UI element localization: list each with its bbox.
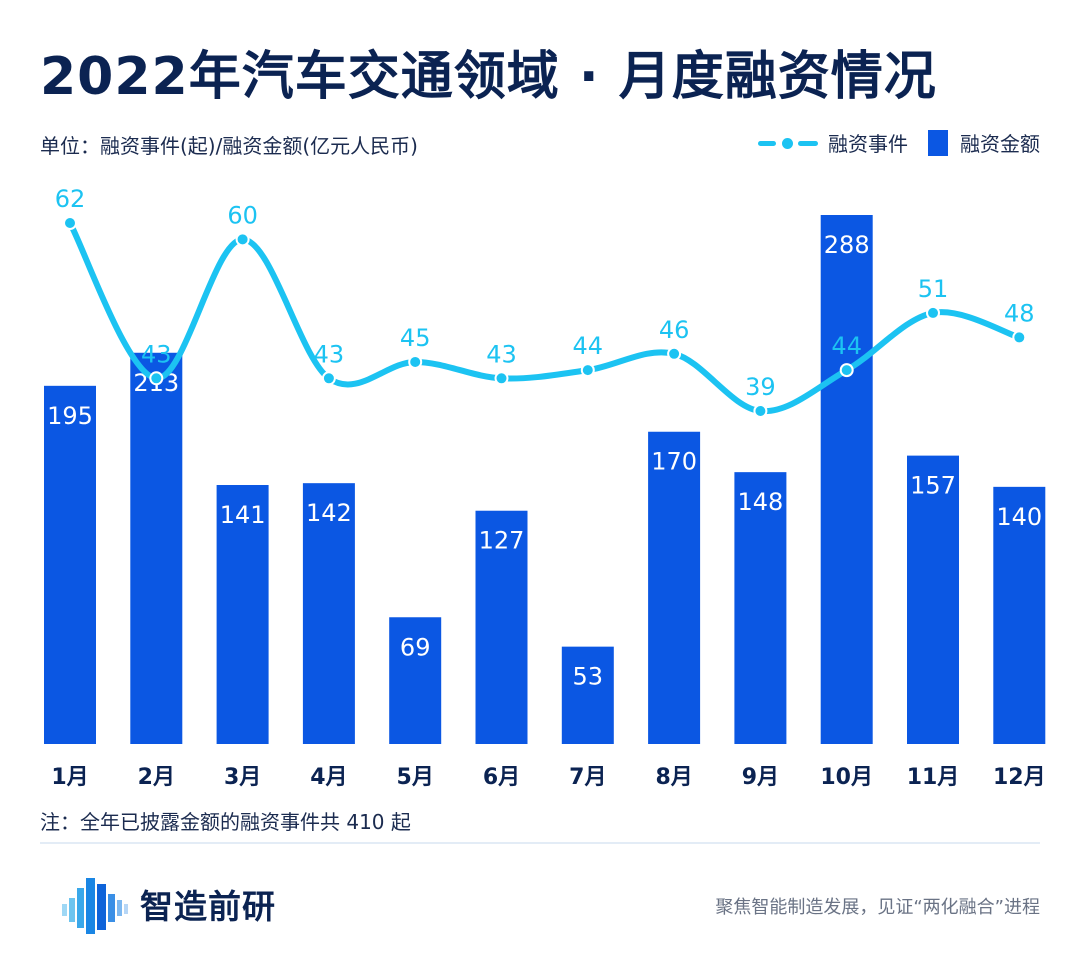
events-value-label: 43 [486,340,517,368]
bar-value-label: 288 [824,231,870,259]
bar-12月 [993,486,1046,744]
x-tick-label: 4月 [310,765,347,790]
events-value-label: 46 [659,316,690,344]
bar-10月 [820,215,873,744]
events-point [408,354,423,369]
bar-value-label: 127 [479,527,525,555]
bar-3月 [216,485,269,744]
legend-bar-swatch [928,129,948,156]
events-point [1012,330,1027,345]
x-tick-label: 10月 [820,765,873,790]
bar-7月 [561,646,614,744]
x-tick-label: 12月 [993,765,1046,790]
footnote: 注：全年已披露金额的融资事件共 410 起 [40,810,411,834]
events-value-label: 45 [400,324,431,352]
events-value-label: 44 [831,332,862,360]
events-value-label: 43 [314,340,345,368]
x-tick-label: 1月 [51,765,88,790]
events-point [63,216,77,230]
events-point [667,346,682,361]
legend-amount-label: 融资金额 [960,132,1040,156]
brand-logo-icon [62,878,128,934]
events-point [926,305,940,320]
legend-events-label: 融资事件 [828,132,908,156]
bar-4月 [302,483,355,744]
x-tick-label: 2月 [138,765,175,790]
x-tick-label: 8月 [655,765,692,790]
events-value-label: 44 [573,332,604,360]
events-value-label: 60 [227,201,258,229]
events-value-label: 43 [141,340,172,368]
bar-value-label: 69 [400,633,431,661]
events-point [839,363,854,378]
events-point [321,371,336,386]
bar-9月 [734,472,787,744]
events-point [580,363,595,378]
chart-title: 2022年汽车交通领域 · 月度融资情况 [40,47,937,107]
x-tick-label: 6月 [483,765,520,790]
bar-value-label: 170 [651,448,697,476]
events-point [494,371,509,386]
bar-11月 [907,455,959,744]
events-value-label: 62 [55,185,86,213]
x-tick-label: 3月 [224,765,261,790]
bar-5月 [389,617,442,744]
unit-label: 单位：融资事件(起)/融资金额(亿元人民币) [40,134,418,158]
x-tick-label: 7月 [569,765,606,790]
combo-chart: 1952131411426912753170148288157140624360… [44,185,1046,790]
bar-value-label: 141 [220,501,266,529]
brand-slogan: 聚焦智能制造发展，见证“两化融合”进程 [715,897,1040,918]
legend-line-swatch [758,131,818,155]
bar-value-label: 53 [573,663,604,691]
events-line [67,220,1023,415]
events-value-label: 48 [1004,299,1035,327]
events-value-label: 51 [918,275,949,303]
events-point [753,404,768,418]
bar-1月 [44,385,96,744]
brand-name: 智造前研 [140,887,276,926]
bar-6月 [475,510,528,744]
events-point [235,232,250,247]
bar-value-label: 140 [996,503,1042,531]
bar-value-label: 157 [910,472,956,500]
x-tick-label: 5月 [397,765,434,790]
events-value-label: 39 [745,373,776,401]
divider [40,842,1040,844]
bar-value-label: 195 [47,402,93,430]
bar-2月 [130,352,183,744]
x-tick-label: 9月 [742,765,779,790]
x-tick-label: 11月 [907,765,960,790]
bar-value-label: 148 [737,488,783,516]
bar-value-label: 142 [306,499,352,527]
events-point [149,371,164,386]
legend: 融资事件 融资金额 [758,128,1040,157]
bar-8月 [648,431,701,744]
